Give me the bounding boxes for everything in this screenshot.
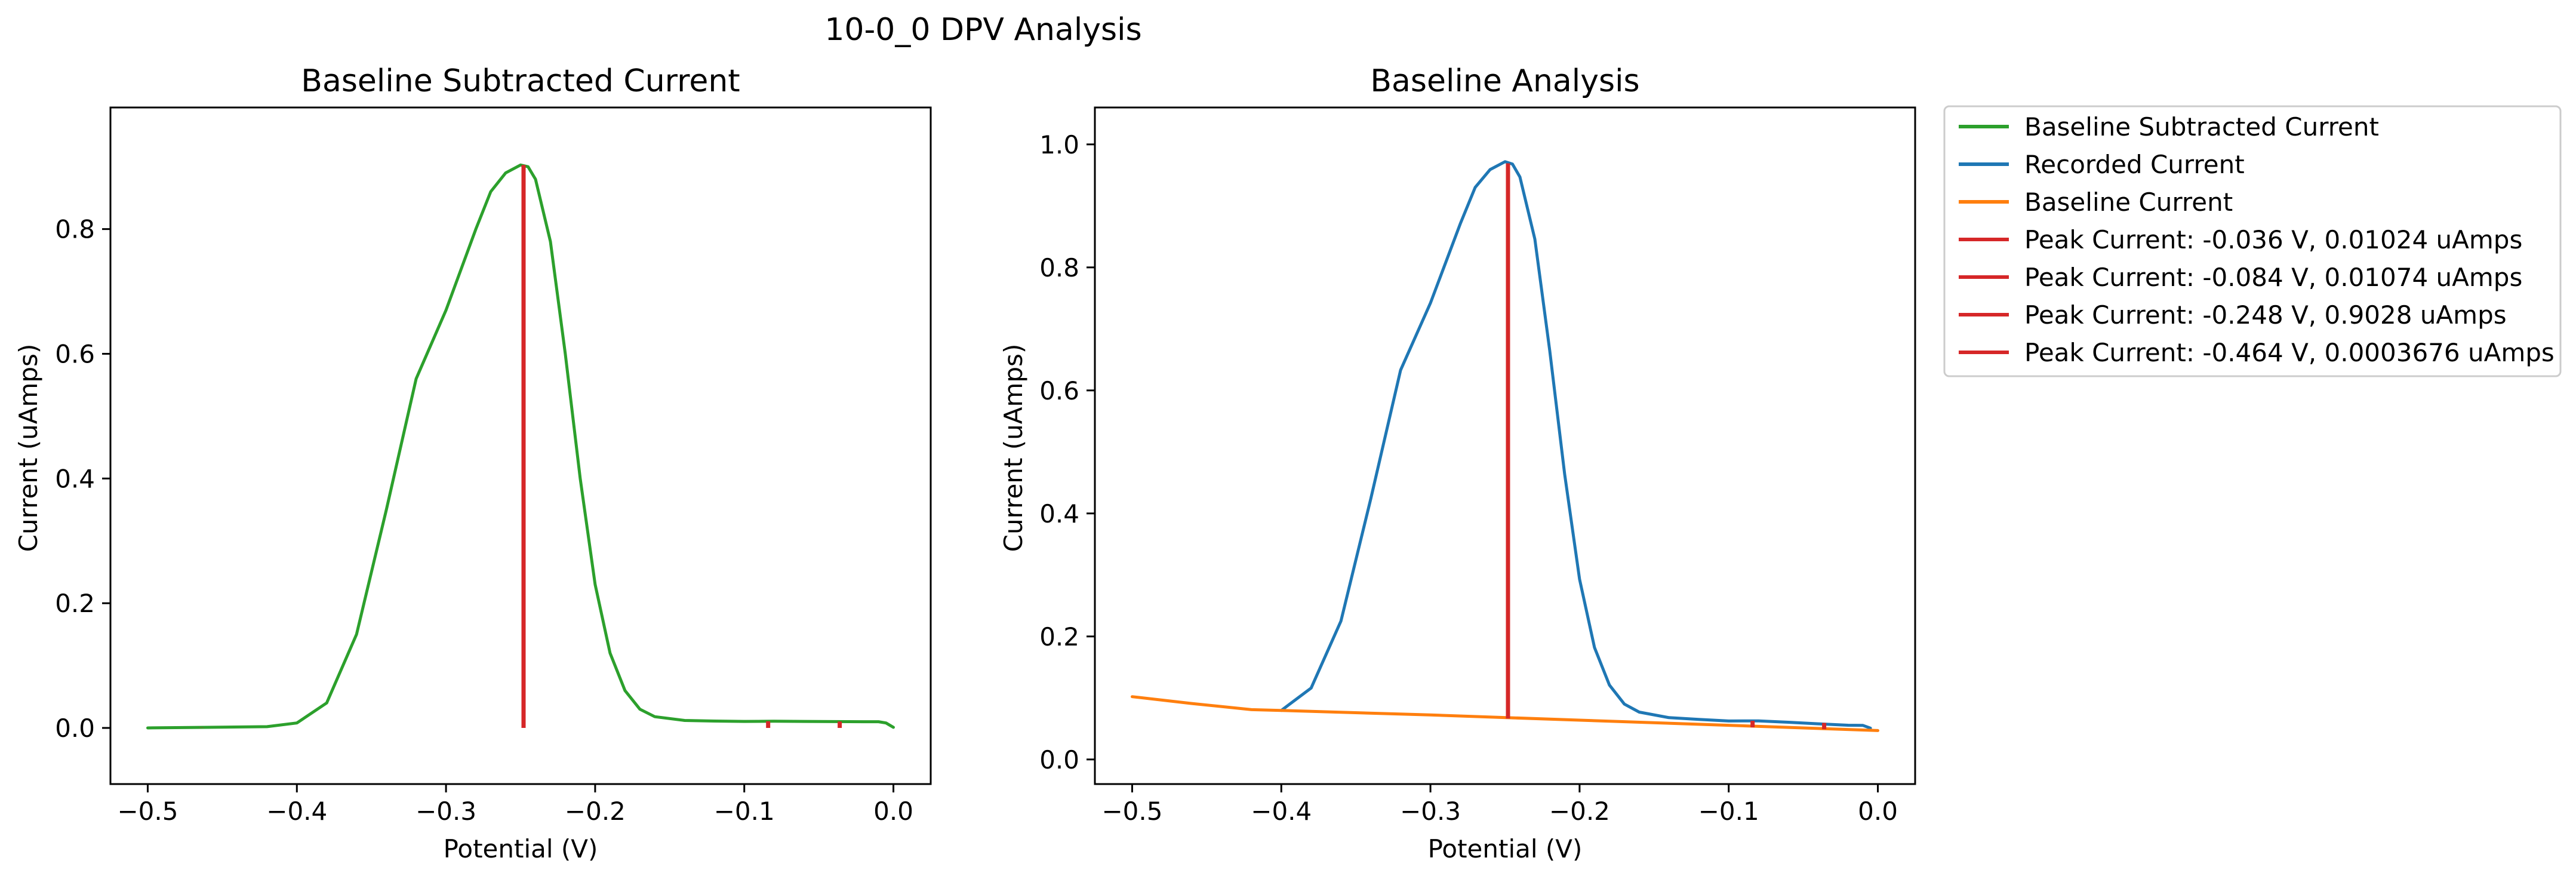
left-y-tick-label: 0.6 [55,339,95,368]
baseline-analysis-axes: Baseline Analysis Potential (V) Current … [999,63,1916,863]
right-x-tick-label: −0.2 [1549,797,1610,826]
right-y-tick-label: 0.0 [1039,745,1079,774]
right-series-layer [1131,160,1879,732]
legend-label: Peak Current: -0.084 V, 0.01074 uAmps [2024,263,2522,292]
right-x-axis-label: Potential (V) [1428,834,1583,863]
right-axes-title: Baseline Analysis [1370,63,1639,99]
left-y-axis-label: Current (uAmps) [14,344,43,552]
left-axes-title: Baseline Subtracted Current [301,63,740,99]
right-peaks-layer [1506,163,1827,730]
legend-label: Baseline Current [2024,188,2233,217]
left-x-ticks: −0.5 −0.4 −0.3 −0.2 −0.1 0.0 [117,784,913,826]
left-x-tick-label: −0.5 [117,797,178,826]
left-y-tick-label: 0.2 [55,589,95,618]
left-peaks-layer [199,165,842,729]
right-x-tick-label: 0.0 [1858,797,1898,826]
legend-label: Peak Current: -0.248 V, 0.9028 uAmps [2024,300,2507,330]
recorded-current-line [1279,160,1872,730]
right-x-tick-label: −0.1 [1698,797,1759,826]
right-x-tick-label: −0.3 [1400,797,1461,826]
left-y-tick-label: 0.8 [55,215,95,244]
right-y-tick-label: 0.6 [1039,376,1079,405]
legend-label: Peak Current: -0.464 V, 0.0003676 uAmps [2024,338,2555,367]
legend-label: Peak Current: -0.036 V, 0.01024 uAmps [2024,225,2522,254]
legend-label: Recorded Current [2024,150,2245,179]
legend-entries: Baseline Subtracted Current Recorded Curr… [1959,112,2555,367]
left-x-tick-label: −0.4 [266,797,327,826]
legend-label: Baseline Subtracted Current [2024,112,2379,142]
left-y-tick-label: 0.4 [55,464,95,493]
right-y-tick-label: 0.4 [1039,499,1079,528]
right-x-tick-label: −0.5 [1101,797,1162,826]
left-x-tick-label: 0.0 [873,797,913,826]
right-y-ticks: 0.0 0.2 0.4 0.6 0.8 1.0 [1039,130,1095,774]
legend-frame [1943,105,2562,377]
right-y-axis-label: Current (uAmps) [999,344,1028,552]
right-x-ticks: −0.5 −0.4 −0.3 −0.2 −0.1 0.0 [1101,784,1898,826]
left-x-axis-label: Potential (V) [444,834,598,863]
left-x-tick-label: −0.2 [565,797,626,826]
right-y-tick-label: 0.2 [1039,622,1079,651]
right-axes-frame [1094,106,1916,785]
left-axes-frame [109,106,932,785]
baseline-subtracted-axes: Baseline Subtracted Current Potential (V… [14,63,932,863]
figure-suptitle: 10-0_0 DPV Analysis [824,12,1141,48]
left-y-tick-label: 0.0 [55,714,95,743]
left-x-tick-label: −0.1 [714,797,775,826]
baseline-subtracted-current-line [146,163,895,730]
baseline-current-line [1131,695,1879,732]
legend: Baseline Subtracted Current Recorded Curr… [1943,105,2562,377]
left-series-layer [146,163,895,730]
right-x-tick-label: −0.4 [1251,797,1312,826]
left-y-ticks: 0.0 0.2 0.4 0.6 0.8 [55,215,110,743]
left-x-tick-label: −0.3 [416,797,476,826]
right-y-tick-label: 0.8 [1039,253,1079,282]
right-y-tick-label: 1.0 [1039,130,1079,159]
